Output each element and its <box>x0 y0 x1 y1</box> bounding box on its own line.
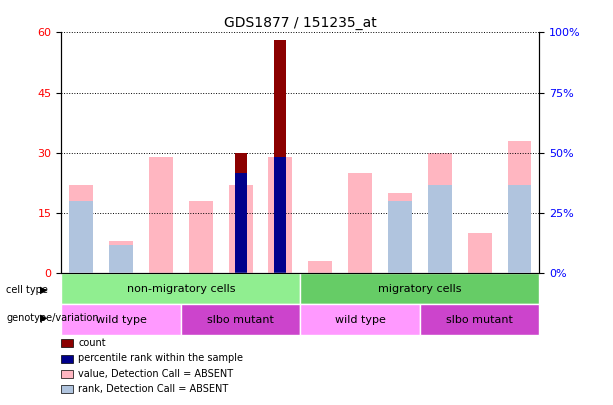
Bar <box>235 173 246 273</box>
FancyBboxPatch shape <box>300 304 420 335</box>
FancyBboxPatch shape <box>61 273 300 304</box>
Bar <box>275 157 286 273</box>
Bar <box>61 354 74 362</box>
Text: wild type: wild type <box>96 315 147 324</box>
Bar <box>235 153 246 273</box>
Bar <box>69 201 93 273</box>
Bar <box>61 370 74 378</box>
Text: cell type: cell type <box>6 285 48 294</box>
FancyBboxPatch shape <box>420 304 539 335</box>
Bar <box>149 157 173 273</box>
Bar <box>189 201 213 273</box>
Text: ▶: ▶ <box>40 285 47 294</box>
Bar <box>308 261 332 273</box>
Text: migratory cells: migratory cells <box>378 284 462 294</box>
FancyBboxPatch shape <box>300 273 539 304</box>
Text: count: count <box>78 338 105 348</box>
Bar <box>109 245 133 273</box>
Title: GDS1877 / 151235_at: GDS1877 / 151235_at <box>224 16 377 30</box>
Bar <box>61 339 74 347</box>
Bar <box>275 40 286 273</box>
Bar <box>69 185 93 273</box>
FancyBboxPatch shape <box>61 304 181 335</box>
FancyBboxPatch shape <box>181 304 300 335</box>
Text: ▶: ▶ <box>40 313 47 323</box>
Bar <box>388 201 412 273</box>
Bar <box>229 185 253 273</box>
Bar <box>468 233 492 273</box>
Text: percentile rank within the sample: percentile rank within the sample <box>78 353 243 363</box>
Text: slbo mutant: slbo mutant <box>446 315 513 324</box>
Text: value, Detection Call = ABSENT: value, Detection Call = ABSENT <box>78 369 233 379</box>
Text: wild type: wild type <box>335 315 386 324</box>
Text: slbo mutant: slbo mutant <box>207 315 274 324</box>
Bar <box>388 193 412 273</box>
Text: rank, Detection Call = ABSENT: rank, Detection Call = ABSENT <box>78 384 228 394</box>
Text: genotype/variation: genotype/variation <box>6 313 99 323</box>
Bar <box>508 141 531 273</box>
Bar <box>268 157 292 273</box>
Bar <box>508 185 531 273</box>
Bar <box>428 185 452 273</box>
Text: non-migratory cells: non-migratory cells <box>127 284 235 294</box>
Bar <box>348 173 372 273</box>
Bar <box>428 153 452 273</box>
Bar <box>61 386 74 394</box>
Bar <box>109 241 133 273</box>
